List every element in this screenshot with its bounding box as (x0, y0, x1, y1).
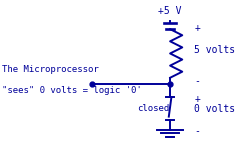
Text: 0 volts: 0 volts (194, 104, 235, 114)
Text: +: + (194, 23, 200, 33)
Text: "sees" 0 volts = logic '0': "sees" 0 volts = logic '0' (2, 86, 142, 95)
Text: closed: closed (137, 104, 169, 113)
Text: 5 volts: 5 volts (194, 45, 235, 55)
Text: -: - (194, 126, 200, 136)
Text: +5 V: +5 V (158, 6, 182, 16)
Text: +: + (194, 94, 200, 104)
Text: The Microprocessor: The Microprocessor (2, 65, 99, 74)
Text: -: - (194, 76, 200, 86)
